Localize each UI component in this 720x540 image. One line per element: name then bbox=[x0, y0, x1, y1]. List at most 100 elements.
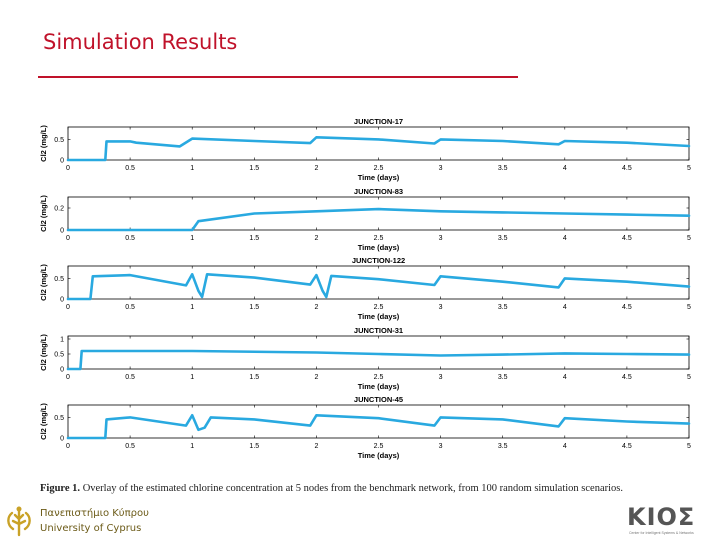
x-tick-label: 5 bbox=[687, 165, 691, 172]
x-axis-label: Time (days) bbox=[358, 312, 400, 321]
x-tick-label: 3.5 bbox=[498, 235, 508, 242]
y-axis-label: Cl2 (mg/L) bbox=[39, 125, 48, 162]
x-tick-label: 0.5 bbox=[125, 443, 135, 450]
x-tick-label: 3 bbox=[439, 374, 443, 381]
caption-label: Figure 1. bbox=[40, 483, 81, 494]
x-tick-label: 2 bbox=[314, 235, 318, 242]
x-tick-label: 1 bbox=[190, 165, 194, 172]
kios-logo: KIOΣ Center for Intelligent Systems & Ne… bbox=[625, 503, 715, 537]
x-tick-label: 3 bbox=[439, 165, 443, 172]
x-tick-label: 4 bbox=[563, 235, 567, 242]
y-tick-label: 0.5 bbox=[54, 352, 64, 359]
y-tick-label: 0.5 bbox=[54, 415, 64, 422]
y-tick-label: 0 bbox=[60, 367, 64, 374]
x-tick-label: 3.5 bbox=[498, 165, 508, 172]
series-line bbox=[66, 207, 691, 232]
university-name-greek: Πανεπιστήμιο Κύπρου bbox=[40, 508, 149, 519]
y-tick-label: 0.5 bbox=[54, 276, 64, 283]
x-tick-label: 2.5 bbox=[374, 165, 384, 172]
chart-title: JUNCTION-83 bbox=[354, 187, 403, 196]
x-tick-label: 2 bbox=[314, 374, 318, 381]
x-tick-label: 1.5 bbox=[249, 235, 259, 242]
y-tick-label: 0.2 bbox=[54, 206, 64, 213]
y-tick-label: 0 bbox=[60, 158, 64, 165]
y-tick-label: 0 bbox=[60, 228, 64, 235]
x-axis-label: Time (days) bbox=[358, 382, 400, 391]
x-tick-label: 5 bbox=[687, 443, 691, 450]
x-tick-label: 4.5 bbox=[622, 304, 632, 311]
x-tick-label: 1.5 bbox=[249, 165, 259, 172]
x-tick-label: 2.5 bbox=[374, 374, 384, 381]
chart-title: JUNCTION-31 bbox=[354, 326, 403, 335]
x-tick-label: 0 bbox=[66, 304, 70, 311]
x-tick-label: 4.5 bbox=[622, 374, 632, 381]
x-tick-label: 0 bbox=[66, 235, 70, 242]
series-line bbox=[66, 272, 691, 301]
x-tick-label: 3.5 bbox=[498, 443, 508, 450]
plot-frame bbox=[67, 265, 690, 300]
x-tick-label: 0.5 bbox=[125, 235, 135, 242]
kios-wordmark: KIOΣ bbox=[627, 503, 696, 531]
series-line bbox=[66, 349, 691, 371]
title-underline bbox=[38, 76, 518, 78]
y-axis-label: Cl2 (mg/L) bbox=[39, 403, 48, 440]
series-line bbox=[66, 413, 691, 440]
university-emblem-icon bbox=[7, 506, 31, 537]
x-tick-label: 4 bbox=[563, 304, 567, 311]
x-tick-label: 2.5 bbox=[374, 235, 384, 242]
x-tick-label: 3.5 bbox=[498, 374, 508, 381]
kios-subtitle: Center for Intelligent Systems & Network… bbox=[629, 531, 694, 535]
university-name-english: University of Cyprus bbox=[40, 523, 142, 534]
x-tick-label: 0.5 bbox=[125, 304, 135, 311]
x-tick-label: 0 bbox=[66, 374, 70, 381]
y-tick-label: 1 bbox=[60, 337, 64, 344]
y-axis-label: Cl2 (mg/L) bbox=[39, 195, 48, 232]
x-tick-label: 1 bbox=[190, 443, 194, 450]
x-tick-label: 3.5 bbox=[498, 304, 508, 311]
x-tick-label: 5 bbox=[687, 304, 691, 311]
caption-text: Overlay of the estimated chlorine concen… bbox=[80, 483, 623, 494]
x-tick-label: 4.5 bbox=[622, 443, 632, 450]
chart-title: JUNCTION-45 bbox=[354, 395, 403, 404]
x-tick-label: 1 bbox=[190, 304, 194, 311]
x-tick-label: 1 bbox=[190, 374, 194, 381]
x-tick-label: 1.5 bbox=[249, 374, 259, 381]
y-tick-label: 0 bbox=[60, 297, 64, 304]
x-tick-label: 4.5 bbox=[622, 235, 632, 242]
plot-frame bbox=[67, 126, 690, 161]
x-tick-label: 3 bbox=[439, 304, 443, 311]
x-tick-label: 0 bbox=[66, 443, 70, 450]
x-tick-label: 2 bbox=[314, 443, 318, 450]
university-of-cyprus-logo: Πανεπιστήμιο Κύπρου University of Cyprus bbox=[4, 505, 174, 537]
x-tick-label: 3 bbox=[439, 443, 443, 450]
x-tick-label: 2 bbox=[314, 165, 318, 172]
x-tick-label: 0 bbox=[66, 165, 70, 172]
x-tick-label: 4 bbox=[563, 443, 567, 450]
x-tick-label: 5 bbox=[687, 374, 691, 381]
chart-title: JUNCTION-122 bbox=[352, 256, 405, 265]
series-line bbox=[66, 136, 691, 162]
x-tick-label: 1.5 bbox=[249, 443, 259, 450]
x-tick-label: 2.5 bbox=[374, 443, 384, 450]
x-tick-label: 5 bbox=[687, 235, 691, 242]
x-tick-label: 1 bbox=[190, 235, 194, 242]
x-tick-label: 4 bbox=[563, 165, 567, 172]
figure-caption: Figure 1. Overlay of the estimated chlor… bbox=[40, 483, 623, 494]
x-tick-label: 2.5 bbox=[374, 304, 384, 311]
x-tick-label: 4 bbox=[563, 374, 567, 381]
y-tick-label: 0 bbox=[60, 436, 64, 443]
x-tick-label: 3 bbox=[439, 235, 443, 242]
x-axis-label: Time (days) bbox=[358, 451, 400, 460]
x-tick-label: 2 bbox=[314, 304, 318, 311]
y-tick-label: 0.5 bbox=[54, 137, 64, 144]
x-tick-label: 0.5 bbox=[125, 165, 135, 172]
y-axis-label: Cl2 (mg/L) bbox=[39, 264, 48, 301]
x-axis-label: Time (days) bbox=[358, 173, 400, 182]
x-tick-label: 1.5 bbox=[249, 304, 259, 311]
x-tick-label: 4.5 bbox=[622, 165, 632, 172]
x-axis-label: Time (days) bbox=[358, 243, 400, 252]
y-axis-label: Cl2 (mg/L) bbox=[39, 334, 48, 371]
chart-title: JUNCTION-17 bbox=[354, 117, 403, 126]
x-tick-label: 0.5 bbox=[125, 374, 135, 381]
